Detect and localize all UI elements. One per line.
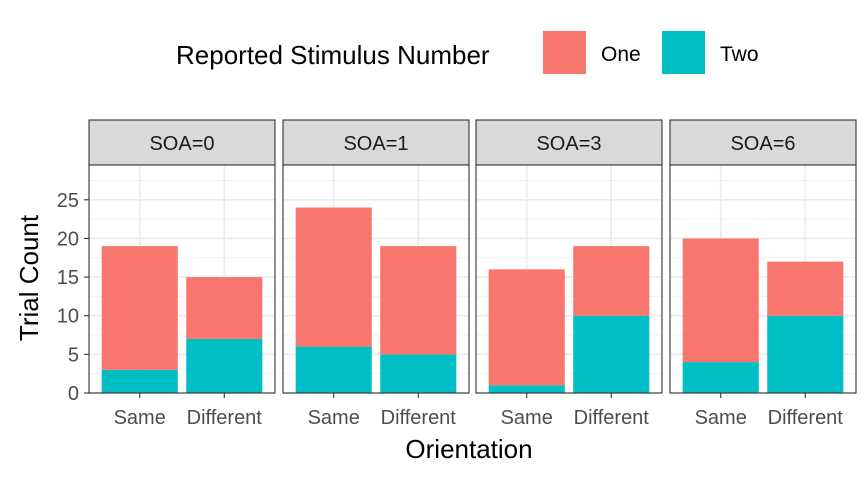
bar-segment-two xyxy=(488,385,565,393)
legend-swatch-one xyxy=(543,31,586,74)
x-tick-label: Same xyxy=(114,407,166,429)
facet-strip-label: SOA=1 xyxy=(343,133,408,155)
bar-segment-two xyxy=(380,354,457,393)
x-axis-title: Orientation xyxy=(405,434,532,464)
bar-segment-one xyxy=(295,207,372,347)
facet-strip-label: SOA=3 xyxy=(536,133,601,155)
facet-panel: SOA=6 Same Different xyxy=(669,119,857,429)
panel-border xyxy=(88,164,276,394)
bar-segment-one xyxy=(488,269,565,386)
bar-segment-one xyxy=(573,246,650,316)
facet-panel: SOA=1 Same Different xyxy=(282,119,470,429)
bar-segment-two xyxy=(767,315,844,393)
x-tick-label: Different xyxy=(187,407,263,429)
bar-segment-two xyxy=(101,369,178,393)
x-tick-label: Same xyxy=(308,407,360,429)
panel-border xyxy=(475,164,663,394)
bar-segment-two xyxy=(295,346,372,393)
legend-label-one: One xyxy=(601,43,641,66)
y-axis-title: Trial Count xyxy=(14,214,44,341)
bar-segment-one xyxy=(682,238,759,363)
y-tick-label: 5 xyxy=(68,344,79,366)
facet-strip xyxy=(88,119,276,166)
panel-border xyxy=(282,164,470,394)
facet-panel: SOA=3 Same Different xyxy=(475,119,663,429)
x-tick-label: Same xyxy=(695,407,747,429)
y-tick-label: 25 xyxy=(57,190,79,212)
bar-segment-one xyxy=(101,246,178,370)
facet-strip-label: SOA=6 xyxy=(730,133,795,155)
bar-segment-two xyxy=(682,362,759,393)
y-tick-label: 10 xyxy=(57,306,79,328)
legend: Reported Stimulus Number One Two xyxy=(176,31,759,74)
legend-swatch-two xyxy=(662,31,705,74)
bar-segment-one xyxy=(186,277,263,339)
bar-segment-one xyxy=(380,246,457,355)
y-tick-label: 15 xyxy=(57,267,79,289)
x-tick-label: Different xyxy=(574,407,650,429)
y-tick-label: 0 xyxy=(68,383,79,405)
panel-border xyxy=(669,164,857,394)
y-axis: 0 5 10 15 20 25 xyxy=(57,190,89,405)
bar-segment-one xyxy=(767,261,844,316)
bar-segment-two xyxy=(573,315,650,393)
facet-strip xyxy=(475,119,663,166)
x-tick-label: Different xyxy=(768,407,844,429)
legend-label-two: Two xyxy=(720,43,759,66)
y-tick-label: 20 xyxy=(57,228,79,250)
facet-strip xyxy=(669,119,857,166)
x-tick-label: Same xyxy=(501,407,553,429)
x-tick-label: Different xyxy=(381,407,457,429)
legend-title: Reported Stimulus Number xyxy=(176,40,490,70)
facet-panel: SOA=0 Same Different xyxy=(88,119,276,429)
bar-segment-two xyxy=(186,338,263,393)
facet-strip-label: SOA=0 xyxy=(149,133,214,155)
